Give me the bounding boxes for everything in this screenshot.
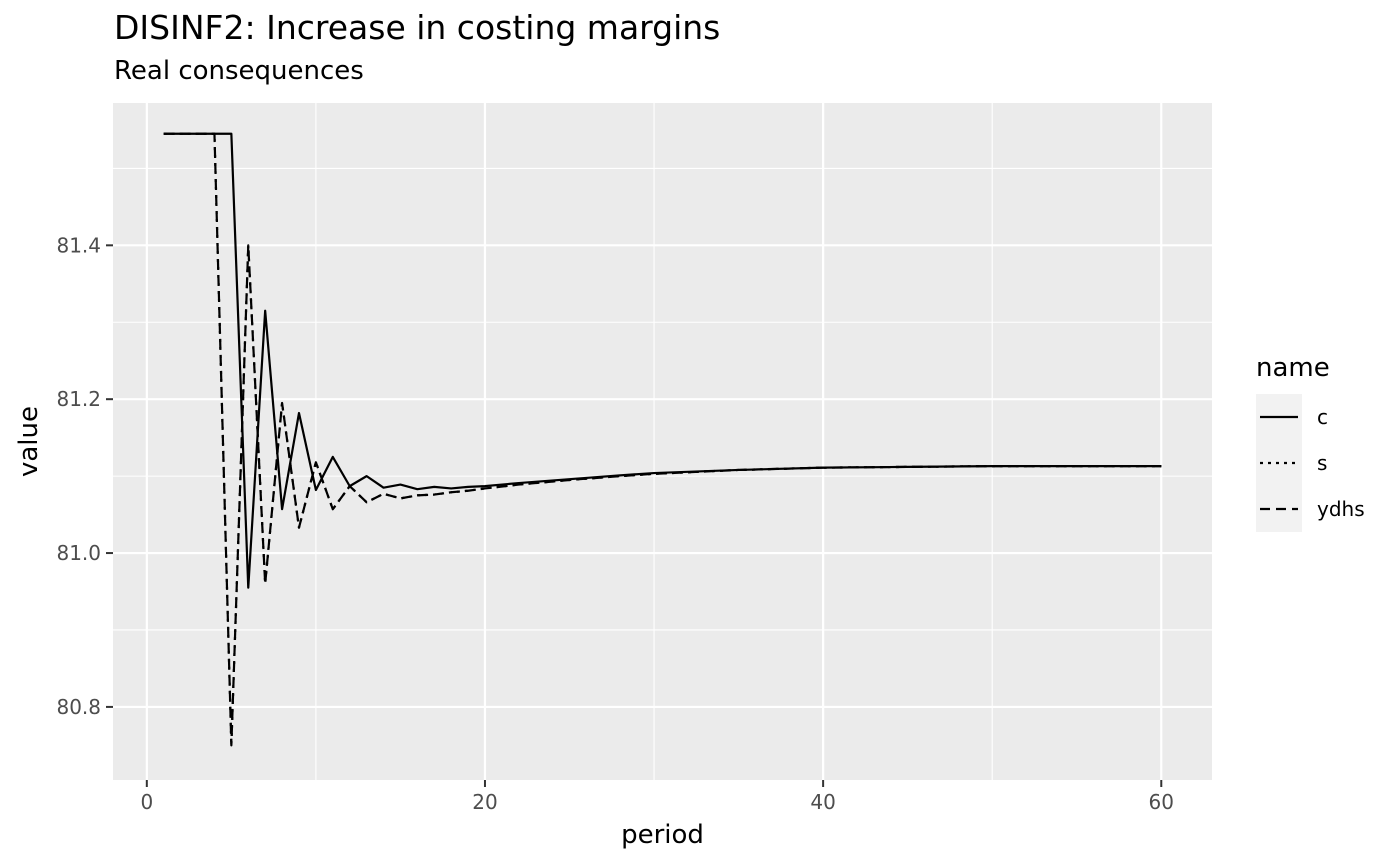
legend-label-s: s	[1317, 451, 1327, 475]
legend: name cs ydhs	[1256, 353, 1365, 532]
y-tick-labels: 80.8 81.0 81.2 81.4	[56, 233, 101, 719]
y-tick-label: 80.8	[56, 695, 101, 719]
legend-label-c: c	[1317, 405, 1328, 429]
x-tick-label: 60	[1149, 790, 1174, 814]
minor-gridlines	[113, 103, 1212, 780]
y-tick-label: 81.0	[56, 541, 101, 565]
chart-subtitle: Real consequences	[114, 56, 364, 86]
x-axis-title: period	[621, 820, 704, 850]
axis-ticks	[106, 244, 1163, 787]
x-tick-label: 0	[140, 790, 153, 814]
legend-label-ydhs: ydhs	[1317, 497, 1365, 521]
chart-title: DISINF2: Increase in costing margins	[114, 8, 721, 47]
series-line-ydhs	[163, 132, 1162, 747]
plot-panel	[113, 103, 1212, 780]
y-tick-label: 81.4	[56, 233, 101, 257]
legend-title: name	[1256, 353, 1330, 383]
y-tick-label: 81.2	[56, 387, 101, 411]
legend-items: cs ydhs	[1256, 394, 1365, 532]
y-axis-title: value	[14, 406, 44, 477]
x-tick-labels: 0 20 40 60	[140, 790, 1174, 814]
major-gridlines	[113, 103, 1212, 780]
series-layer	[163, 132, 1162, 747]
x-tick-label: 40	[810, 790, 835, 814]
x-tick-label: 20	[472, 790, 497, 814]
